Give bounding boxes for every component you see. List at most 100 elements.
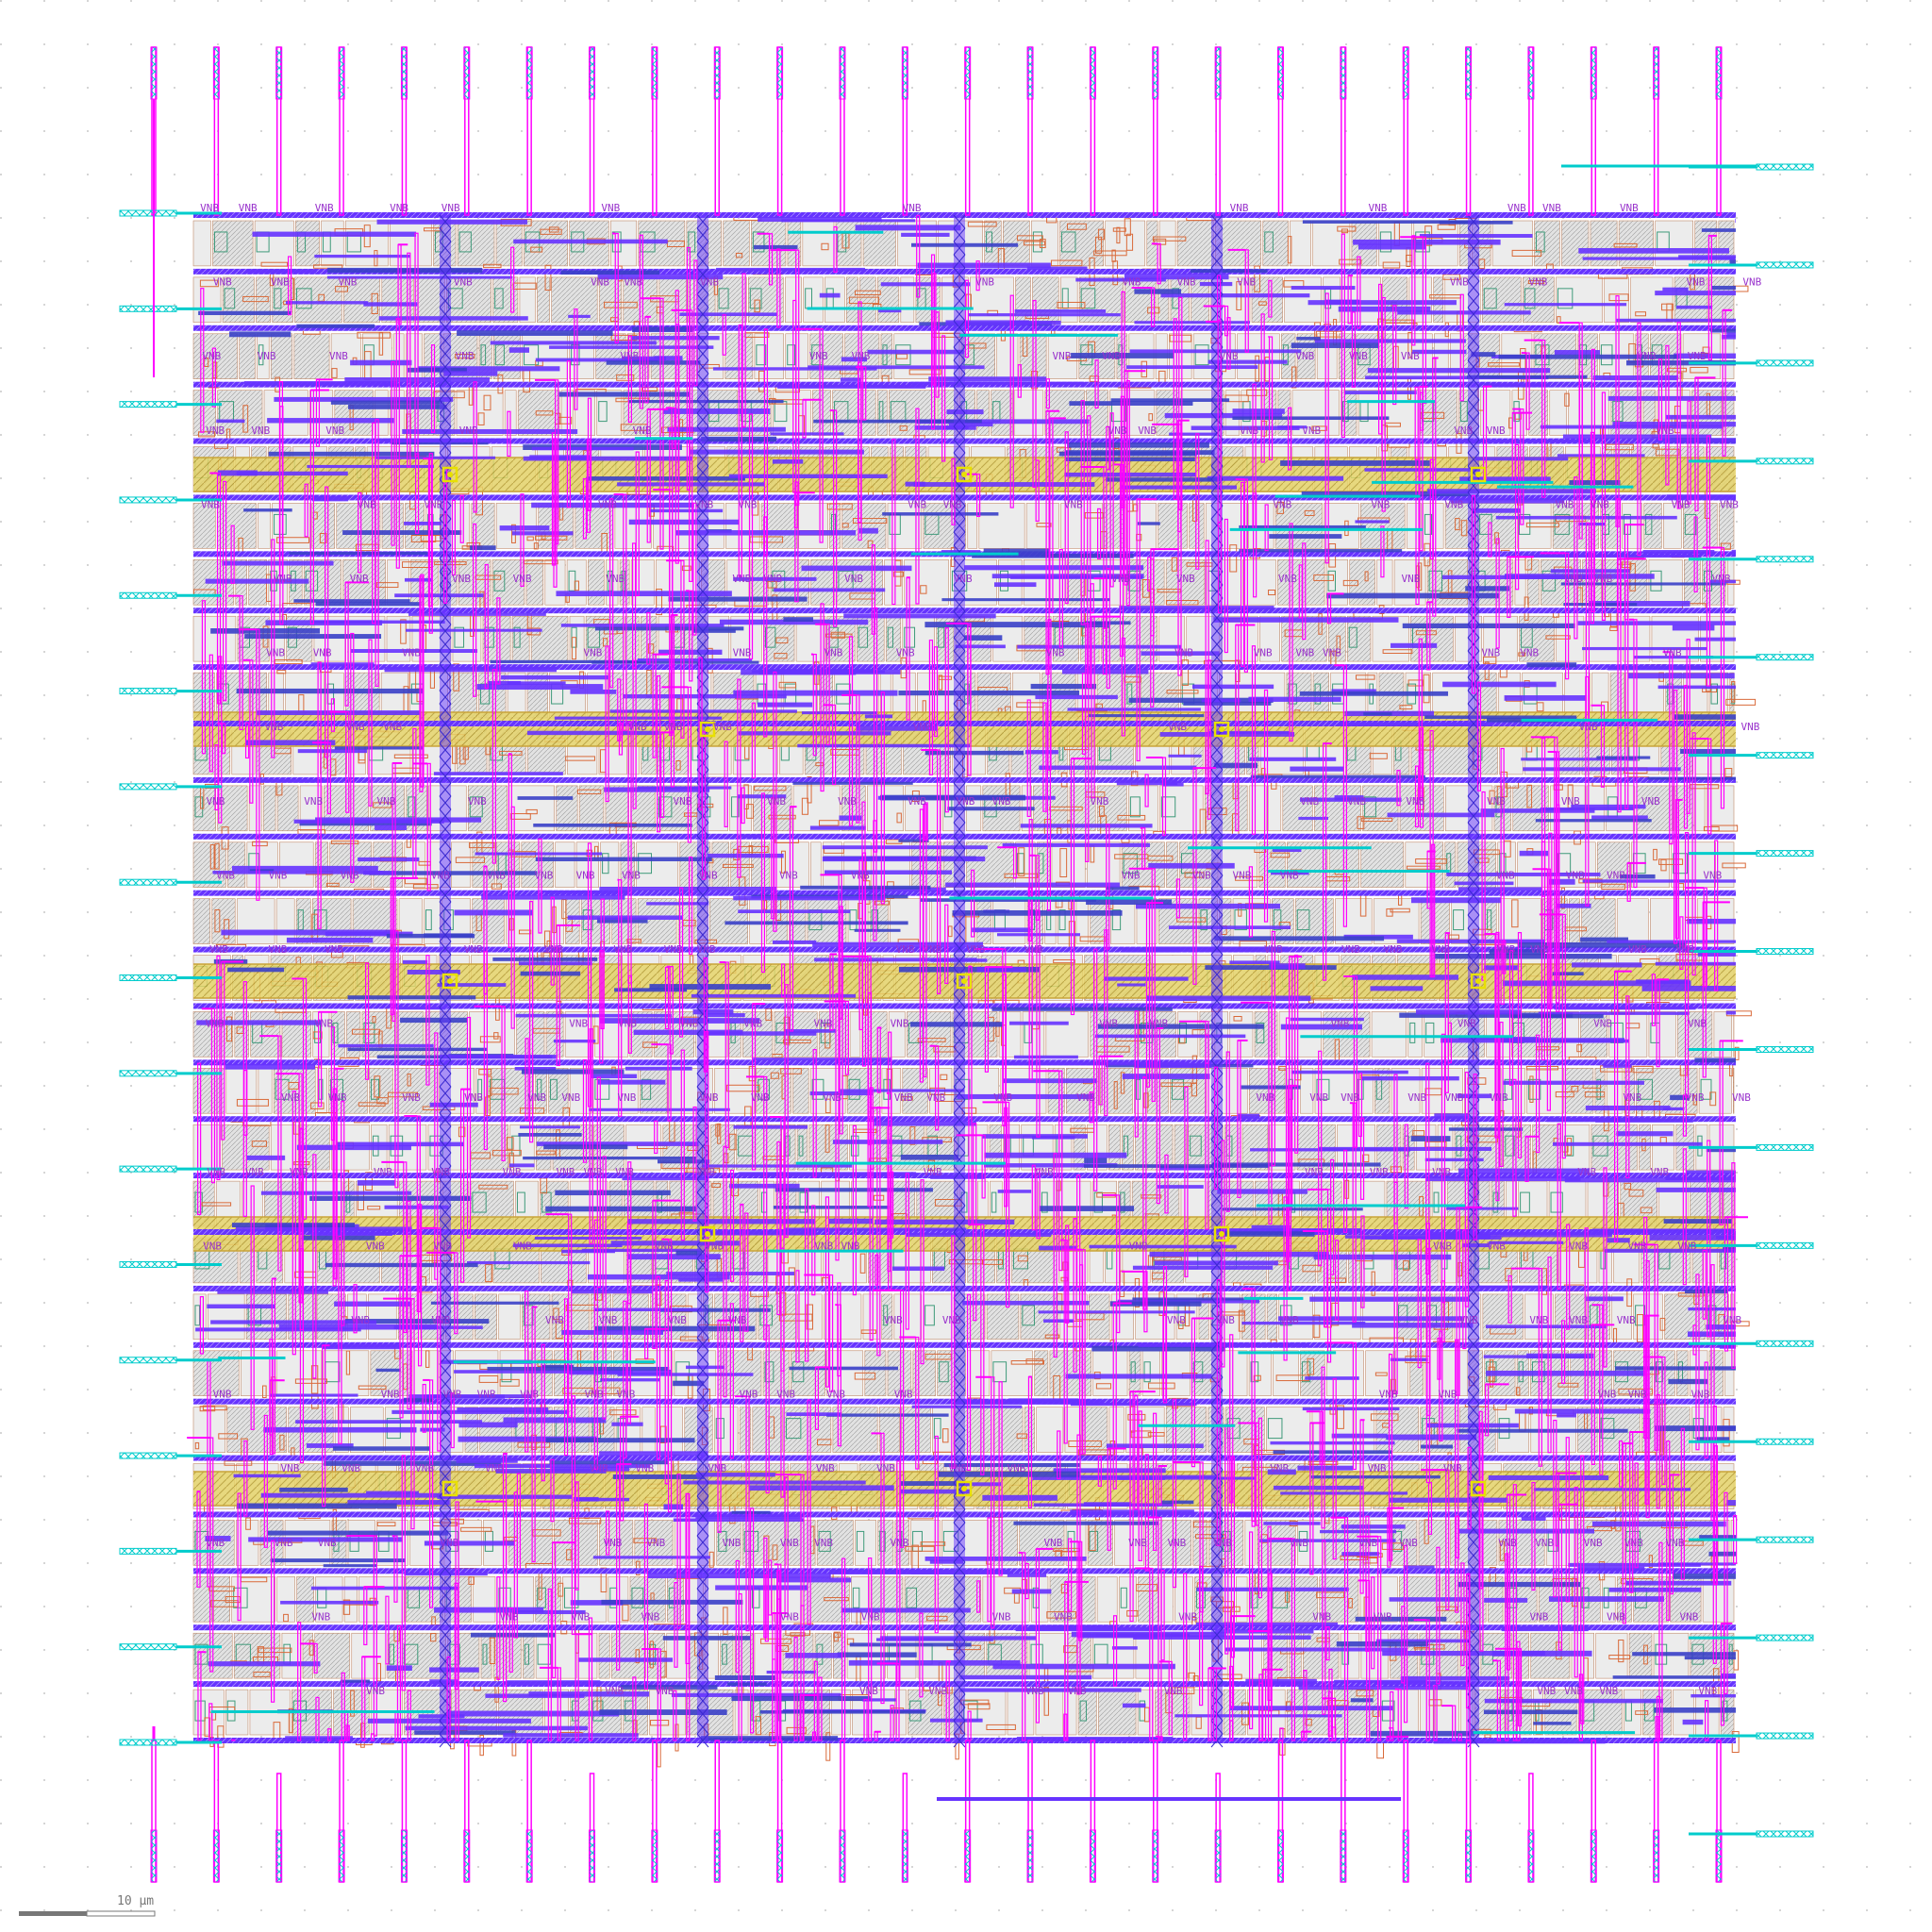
- metal1-wire: [592, 1556, 710, 1559]
- metal1-wire: [567, 915, 683, 920]
- metal1-wire: [1280, 460, 1430, 466]
- metal1-wire: [1682, 1719, 1704, 1725]
- standard-cell: [316, 1068, 327, 1114]
- diffusion-region: [1129, 796, 1141, 818]
- metal1-wire: [315, 602, 422, 607]
- metal1-wire: [518, 1133, 582, 1137]
- metal1-wire: [1412, 349, 1467, 355]
- metal1-wire: [503, 1417, 607, 1424]
- metal1-wire: [1450, 498, 1565, 504]
- metal1-wire: [1002, 1078, 1098, 1084]
- metal1-wire: [1331, 1433, 1388, 1439]
- metal1-wire: [1647, 776, 1736, 780]
- metal1-wire: [993, 582, 1037, 588]
- standard-cell: [511, 615, 530, 662]
- metal1-wire: [1546, 1117, 1661, 1123]
- standard-cell: [405, 503, 425, 549]
- standard-cell: [1346, 615, 1372, 662]
- standard-cell: [1674, 276, 1708, 324]
- standard-cell: [1237, 333, 1280, 379]
- metal1-wire: [286, 937, 374, 943]
- standard-cell: [1160, 1576, 1174, 1623]
- metal1-wire: [570, 689, 617, 694]
- metal1-wire: [1015, 1626, 1162, 1632]
- metal1-wire: [1026, 266, 1088, 270]
- standard-cell: [1418, 1520, 1449, 1566]
- metal1-wire: [1238, 1113, 1260, 1120]
- diffusion-region: [472, 1191, 487, 1213]
- metal1-wire: [543, 1144, 628, 1150]
- diffusion-region: [991, 1191, 997, 1213]
- metal1-wire: [375, 824, 408, 831]
- metal1-wire: [571, 1289, 653, 1294]
- metal1-wire: [1526, 662, 1577, 668]
- metal1-wire: [854, 928, 901, 932]
- metal1-wire: [1291, 286, 1356, 291]
- metal1-wire: [1095, 1034, 1246, 1039]
- standard-cell: [227, 841, 246, 888]
- diffusion-region: [363, 1022, 375, 1043]
- standard-cell: [1030, 1576, 1049, 1623]
- standard-cell: [1380, 1689, 1419, 1736]
- diffusion-region: [887, 626, 893, 648]
- diffusion-region: [1504, 1078, 1513, 1100]
- metal1-wire: [297, 749, 368, 754]
- standard-cell: [525, 559, 544, 606]
- metal1-wire: [840, 377, 861, 382]
- standard-cell: [1362, 785, 1399, 832]
- standard-cell: [752, 1407, 783, 1453]
- metal1-wire: [544, 890, 629, 894]
- metal1-wire: [1476, 1285, 1548, 1289]
- diffusion-region: [494, 288, 504, 309]
- metal1-wire: [777, 1577, 852, 1583]
- metal1-wire: [1514, 1408, 1651, 1414]
- standard-cell: [625, 615, 640, 662]
- standard-cell: [492, 1632, 522, 1679]
- metal1-wire: [738, 909, 851, 914]
- metal1-wire: [757, 702, 813, 708]
- standard-cell: [519, 276, 536, 324]
- metal1-wire: [1557, 1412, 1576, 1418]
- metal1-wire: [350, 359, 412, 366]
- metal1-wire: [334, 1301, 411, 1307]
- metal1-wire: [1421, 1444, 1453, 1449]
- metal1-wire: [260, 1492, 445, 1498]
- metal1-wire: [454, 909, 533, 916]
- metal1-wire: [406, 628, 542, 632]
- standard-cell: [1089, 1293, 1110, 1341]
- metal1-wire: [1448, 1127, 1524, 1131]
- standard-cell: [516, 1011, 545, 1058]
- standard-cell: [1497, 898, 1541, 944]
- metal1-wire: [293, 819, 444, 824]
- standard-cell: [1135, 1124, 1174, 1171]
- standard-cell: [1360, 841, 1405, 888]
- metal1-wire: [997, 933, 1080, 937]
- diffusion-region: [494, 344, 505, 366]
- standard-cell: [1648, 1011, 1676, 1058]
- diffusion-region: [787, 344, 796, 366]
- metal1-wire: [1274, 1485, 1364, 1491]
- metal1-wire: [229, 331, 291, 338]
- standard-cell: [250, 1011, 281, 1058]
- metal1-wire: [1678, 255, 1736, 259]
- metal1-wire: [1585, 1105, 1671, 1111]
- standard-cell: [1267, 785, 1282, 832]
- metal1-wire: [766, 1670, 816, 1674]
- standard-cell: [1000, 1068, 1047, 1114]
- metal1-wire: [1483, 383, 1551, 388]
- diffusion-region: [1016, 853, 1024, 874]
- metal1-wire: [1403, 1565, 1435, 1569]
- diffusion-region: [1524, 288, 1536, 309]
- diffusion-region: [1342, 401, 1349, 423]
- metal1-wire: [568, 314, 591, 318]
- metal1-wire: [714, 1674, 775, 1681]
- metal1-wire: [900, 1154, 958, 1160]
- metal1-wire: [1067, 442, 1209, 448]
- metal1-wire: [1402, 623, 1575, 629]
- metal1-wire: [1519, 850, 1549, 857]
- diffusion-region: [1596, 1078, 1602, 1100]
- standard-cell: [596, 390, 623, 436]
- diffusion-region: [1357, 1078, 1364, 1100]
- metal1-wire: [1688, 1307, 1736, 1311]
- metal1-wire: [363, 302, 418, 307]
